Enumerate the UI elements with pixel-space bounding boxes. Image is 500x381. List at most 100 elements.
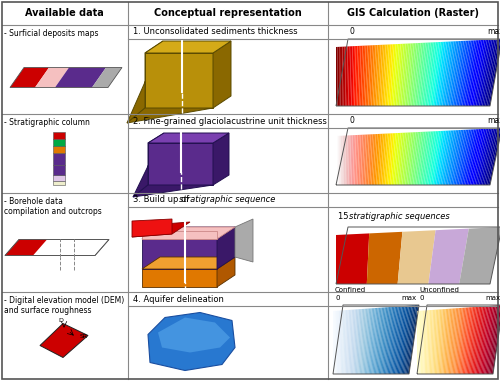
Polygon shape <box>339 47 341 106</box>
Polygon shape <box>450 308 456 374</box>
Polygon shape <box>489 305 500 374</box>
Polygon shape <box>399 44 406 106</box>
Text: 0: 0 <box>335 295 340 301</box>
Polygon shape <box>356 135 359 185</box>
Polygon shape <box>213 133 229 185</box>
Polygon shape <box>450 130 460 185</box>
Polygon shape <box>469 307 477 374</box>
Polygon shape <box>148 143 213 185</box>
Polygon shape <box>427 42 436 106</box>
Polygon shape <box>414 43 422 106</box>
Text: 2. Fine-grained glaciolacustrine unit thickness: 2. Fine-grained glaciolacustrine unit th… <box>133 117 327 125</box>
Bar <box>53 132 65 139</box>
Polygon shape <box>127 41 163 123</box>
Polygon shape <box>142 227 235 239</box>
Polygon shape <box>386 307 394 374</box>
Polygon shape <box>405 305 416 374</box>
Polygon shape <box>454 41 466 106</box>
Polygon shape <box>348 46 351 106</box>
Polygon shape <box>235 219 253 262</box>
Polygon shape <box>446 130 456 185</box>
Polygon shape <box>142 257 235 269</box>
Polygon shape <box>382 133 388 185</box>
Polygon shape <box>356 309 360 374</box>
Polygon shape <box>466 307 474 374</box>
Polygon shape <box>346 310 349 374</box>
Polygon shape <box>439 42 449 106</box>
Polygon shape <box>476 40 488 106</box>
Polygon shape <box>217 257 235 287</box>
Polygon shape <box>352 309 356 374</box>
Polygon shape <box>426 131 434 185</box>
Polygon shape <box>361 309 366 374</box>
Polygon shape <box>442 42 452 106</box>
Polygon shape <box>340 311 342 374</box>
Polygon shape <box>158 317 230 352</box>
Polygon shape <box>412 132 419 185</box>
Polygon shape <box>375 307 382 374</box>
Polygon shape <box>446 41 456 106</box>
Polygon shape <box>333 311 334 374</box>
Polygon shape <box>338 311 340 374</box>
Polygon shape <box>418 132 426 185</box>
Polygon shape <box>398 133 404 185</box>
Text: max: max <box>488 116 500 125</box>
Polygon shape <box>394 133 400 185</box>
Bar <box>53 153 65 165</box>
Polygon shape <box>442 309 447 374</box>
Polygon shape <box>421 311 422 374</box>
Polygon shape <box>492 305 500 374</box>
Polygon shape <box>386 133 391 185</box>
Polygon shape <box>432 131 440 185</box>
Polygon shape <box>408 43 416 106</box>
Polygon shape <box>480 306 490 374</box>
Polygon shape <box>466 129 477 185</box>
Polygon shape <box>342 310 344 374</box>
Polygon shape <box>348 135 351 185</box>
Polygon shape <box>367 308 373 374</box>
Polygon shape <box>486 306 496 374</box>
Polygon shape <box>447 130 457 185</box>
Polygon shape <box>373 134 378 185</box>
Polygon shape <box>338 136 340 185</box>
Polygon shape <box>362 134 366 185</box>
Polygon shape <box>472 307 480 374</box>
Polygon shape <box>420 131 429 185</box>
Polygon shape <box>476 306 486 374</box>
Polygon shape <box>482 128 496 185</box>
Polygon shape <box>482 39 496 106</box>
Polygon shape <box>470 307 478 374</box>
Polygon shape <box>367 45 371 106</box>
Polygon shape <box>350 310 353 374</box>
Polygon shape <box>388 44 394 106</box>
Polygon shape <box>462 130 474 185</box>
Polygon shape <box>426 42 434 106</box>
Polygon shape <box>398 230 436 284</box>
Polygon shape <box>464 40 475 106</box>
Polygon shape <box>336 311 338 374</box>
Text: 0: 0 <box>350 27 355 36</box>
Polygon shape <box>378 45 382 106</box>
Polygon shape <box>371 308 378 374</box>
Polygon shape <box>420 43 429 106</box>
Polygon shape <box>362 46 366 106</box>
Polygon shape <box>337 311 338 374</box>
Polygon shape <box>213 41 231 108</box>
Polygon shape <box>350 135 352 185</box>
Polygon shape <box>456 130 467 185</box>
Polygon shape <box>490 305 500 374</box>
Polygon shape <box>406 132 412 185</box>
Polygon shape <box>460 307 467 374</box>
Polygon shape <box>453 41 464 106</box>
Polygon shape <box>440 42 450 106</box>
Polygon shape <box>465 307 473 374</box>
Polygon shape <box>428 310 432 374</box>
Polygon shape <box>358 46 361 106</box>
Polygon shape <box>345 46 348 106</box>
Polygon shape <box>353 135 356 185</box>
Polygon shape <box>446 309 452 374</box>
Polygon shape <box>436 131 446 185</box>
Polygon shape <box>344 46 346 106</box>
Polygon shape <box>404 133 410 185</box>
Polygon shape <box>338 47 340 106</box>
